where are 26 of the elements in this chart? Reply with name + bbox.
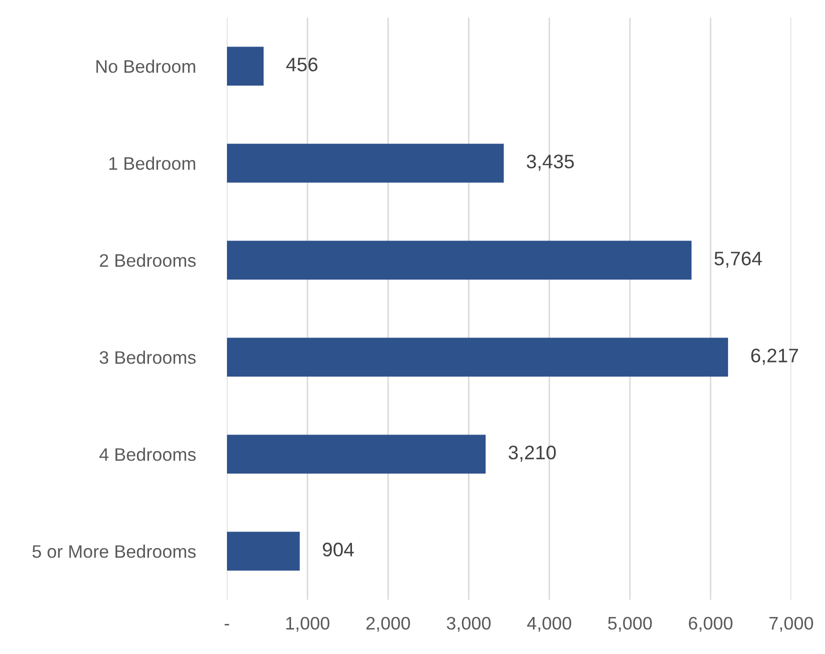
x-tick-label: 4,000: [527, 616, 572, 632]
x-tick-label: 5,000: [608, 616, 652, 632]
data-label: 6,217: [751, 348, 798, 365]
y-tick-label: 1 Bedroom: [109, 156, 196, 170]
x-tick-label: -: [224, 624, 230, 626]
bar: [226, 46, 264, 86]
y-tick-label: 4 Bedrooms: [99, 448, 196, 461]
y-tick-label: 2 Bedrooms: [100, 254, 196, 267]
data-label: 456: [286, 58, 318, 72]
x-tick-label: 2,000: [366, 616, 410, 632]
x-tick-label: 1,000: [286, 616, 330, 632]
y-tick-label: 5 or More Bedrooms: [32, 544, 196, 558]
bar: [226, 144, 504, 183]
bar: [226, 434, 486, 474]
data-label: 5,764: [714, 252, 762, 268]
bar: [226, 240, 692, 280]
x-tick-label: 6,000: [688, 616, 732, 632]
bar: [226, 338, 728, 377]
bar: [226, 532, 300, 571]
data-label: 3,435: [526, 154, 574, 171]
x-tick-label: 3,000: [446, 616, 491, 632]
data-label: 3,210: [508, 446, 556, 462]
y-tick-label: No Bedroom: [96, 60, 196, 73]
y-tick-label: 3 Bedrooms: [100, 350, 196, 364]
x-tick-label: 7,000: [770, 616, 814, 632]
data-label: 904: [322, 542, 354, 556]
